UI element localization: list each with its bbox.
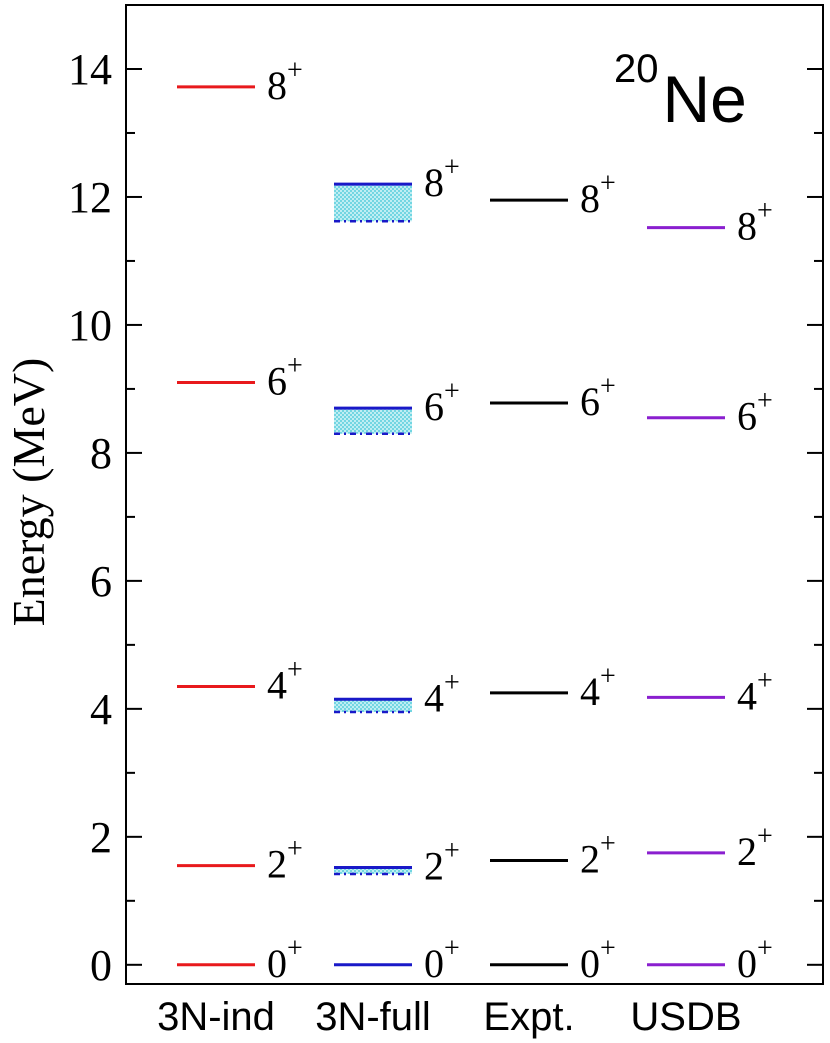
spin-value: 8 (580, 176, 600, 221)
spin-value: 0 (424, 941, 444, 986)
level-spin-label: 4+ (424, 667, 460, 720)
spin-value: 8 (267, 63, 287, 108)
level-spin-label: 0+ (424, 933, 460, 986)
column-label: Expt. (483, 995, 574, 1039)
spin-value: 4 (737, 673, 757, 718)
spin-value: 6 (267, 359, 287, 404)
spin-value: 8 (737, 204, 757, 249)
uncertainty-band (334, 867, 412, 874)
parity-value: + (287, 654, 303, 685)
y-tick-label: 12 (68, 173, 112, 222)
nucleus-symbol: Ne (663, 62, 747, 136)
uncertainty-band (334, 699, 412, 713)
parity-value: + (757, 933, 773, 964)
level-spin-label: 8+ (580, 168, 616, 221)
spin-value: 0 (267, 941, 287, 986)
parity-value: + (600, 933, 616, 964)
level-spin-label: 0+ (737, 933, 773, 986)
level-spin-label: 0+ (580, 933, 616, 986)
parity-value: + (600, 829, 616, 860)
level-spin-label: 6+ (424, 376, 460, 429)
y-tick-label: 6 (90, 557, 112, 606)
level-spin-label: 8+ (737, 196, 773, 249)
uncertainty-band (334, 184, 412, 222)
parity-value: + (287, 351, 303, 382)
level-spin-label: 6+ (267, 351, 303, 404)
level-spin-label: 0+ (267, 933, 303, 986)
y-axis-label: Energy (MeV) (3, 358, 54, 627)
level-spin-label: 2+ (267, 834, 303, 887)
spin-value: 4 (580, 669, 600, 714)
levels (177, 85, 725, 967)
parity-value: + (600, 371, 616, 402)
y-tick-label: 8 (90, 429, 112, 478)
parity-value: + (600, 661, 616, 692)
level-spin-label: 4+ (267, 654, 303, 707)
column-label: USDB (630, 995, 741, 1039)
parity-value: + (757, 821, 773, 852)
spin-value: 6 (580, 379, 600, 424)
column-label: 3N-ind (157, 995, 275, 1039)
column-label: 3N-full (315, 995, 431, 1039)
uncertainty-band (334, 408, 412, 434)
level-spin-label: 2+ (424, 836, 460, 889)
level-spin-label: 6+ (580, 371, 616, 424)
spin-value: 8 (424, 160, 444, 205)
y-tick-label: 2 (90, 813, 112, 862)
parity-value: + (757, 196, 773, 227)
parity-value: + (287, 55, 303, 86)
spin-value: 2 (737, 829, 757, 874)
spin-value: 2 (580, 837, 600, 882)
axes: 0 2 4 6 8 10 12 14 (68, 4, 824, 990)
spin-value: 2 (424, 844, 444, 889)
parity-value: + (444, 933, 460, 964)
level-spin-label: 2+ (737, 821, 773, 874)
plot-frame (125, 4, 824, 985)
spin-value: 6 (737, 394, 757, 439)
y-tick-label: 10 (68, 301, 112, 350)
spin-value: 0 (580, 941, 600, 986)
parity-value: + (287, 834, 303, 865)
parity-value: + (757, 665, 773, 696)
y-tick-label: 14 (68, 45, 112, 94)
level-spin-label: 8+ (424, 152, 460, 205)
spin-value: 6 (424, 384, 444, 429)
y-tick-label: 4 (90, 685, 112, 734)
level-spin-label: 4+ (580, 661, 616, 714)
parity-value: + (444, 667, 460, 698)
level-spin-label: 6+ (737, 386, 773, 439)
y-tick-label: 0 (90, 941, 112, 990)
level-spin-label: 8+ (267, 55, 303, 108)
labels: 3N-ind0+2+4+6+8+3N-full0+2+4+6+8+Expt.0+… (157, 55, 773, 1039)
parity-value: + (287, 933, 303, 964)
parity-value: + (444, 376, 460, 407)
level-spin-label: 2+ (580, 829, 616, 882)
parity-value: + (757, 386, 773, 417)
spin-value: 4 (424, 675, 444, 720)
parity-value: + (444, 836, 460, 867)
spin-value: 2 (267, 842, 287, 887)
parity-value: + (600, 168, 616, 199)
spin-value: 0 (737, 941, 757, 986)
nucleus-mass: 20 (614, 47, 659, 91)
level-spin-label: 4+ (737, 665, 773, 718)
spin-value: 4 (267, 662, 287, 707)
chart-title: 20 Ne (614, 47, 747, 136)
parity-value: + (444, 152, 460, 183)
